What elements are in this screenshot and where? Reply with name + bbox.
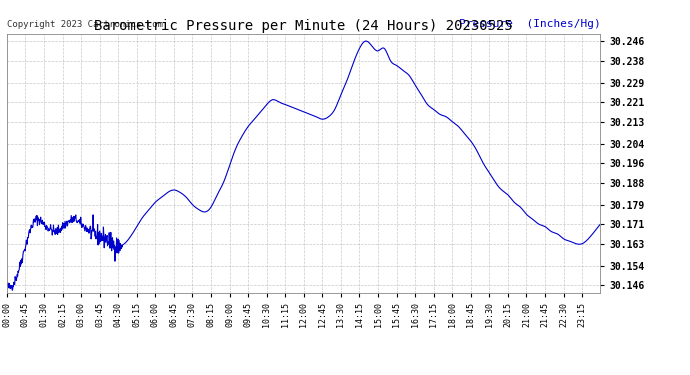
Title: Barometric Pressure per Minute (24 Hours) 20230525: Barometric Pressure per Minute (24 Hours… — [95, 19, 513, 33]
Text: Pressure  (Inches/Hg): Pressure (Inches/Hg) — [459, 19, 600, 28]
Text: Copyright 2023 Cartronics.com: Copyright 2023 Cartronics.com — [7, 20, 163, 28]
